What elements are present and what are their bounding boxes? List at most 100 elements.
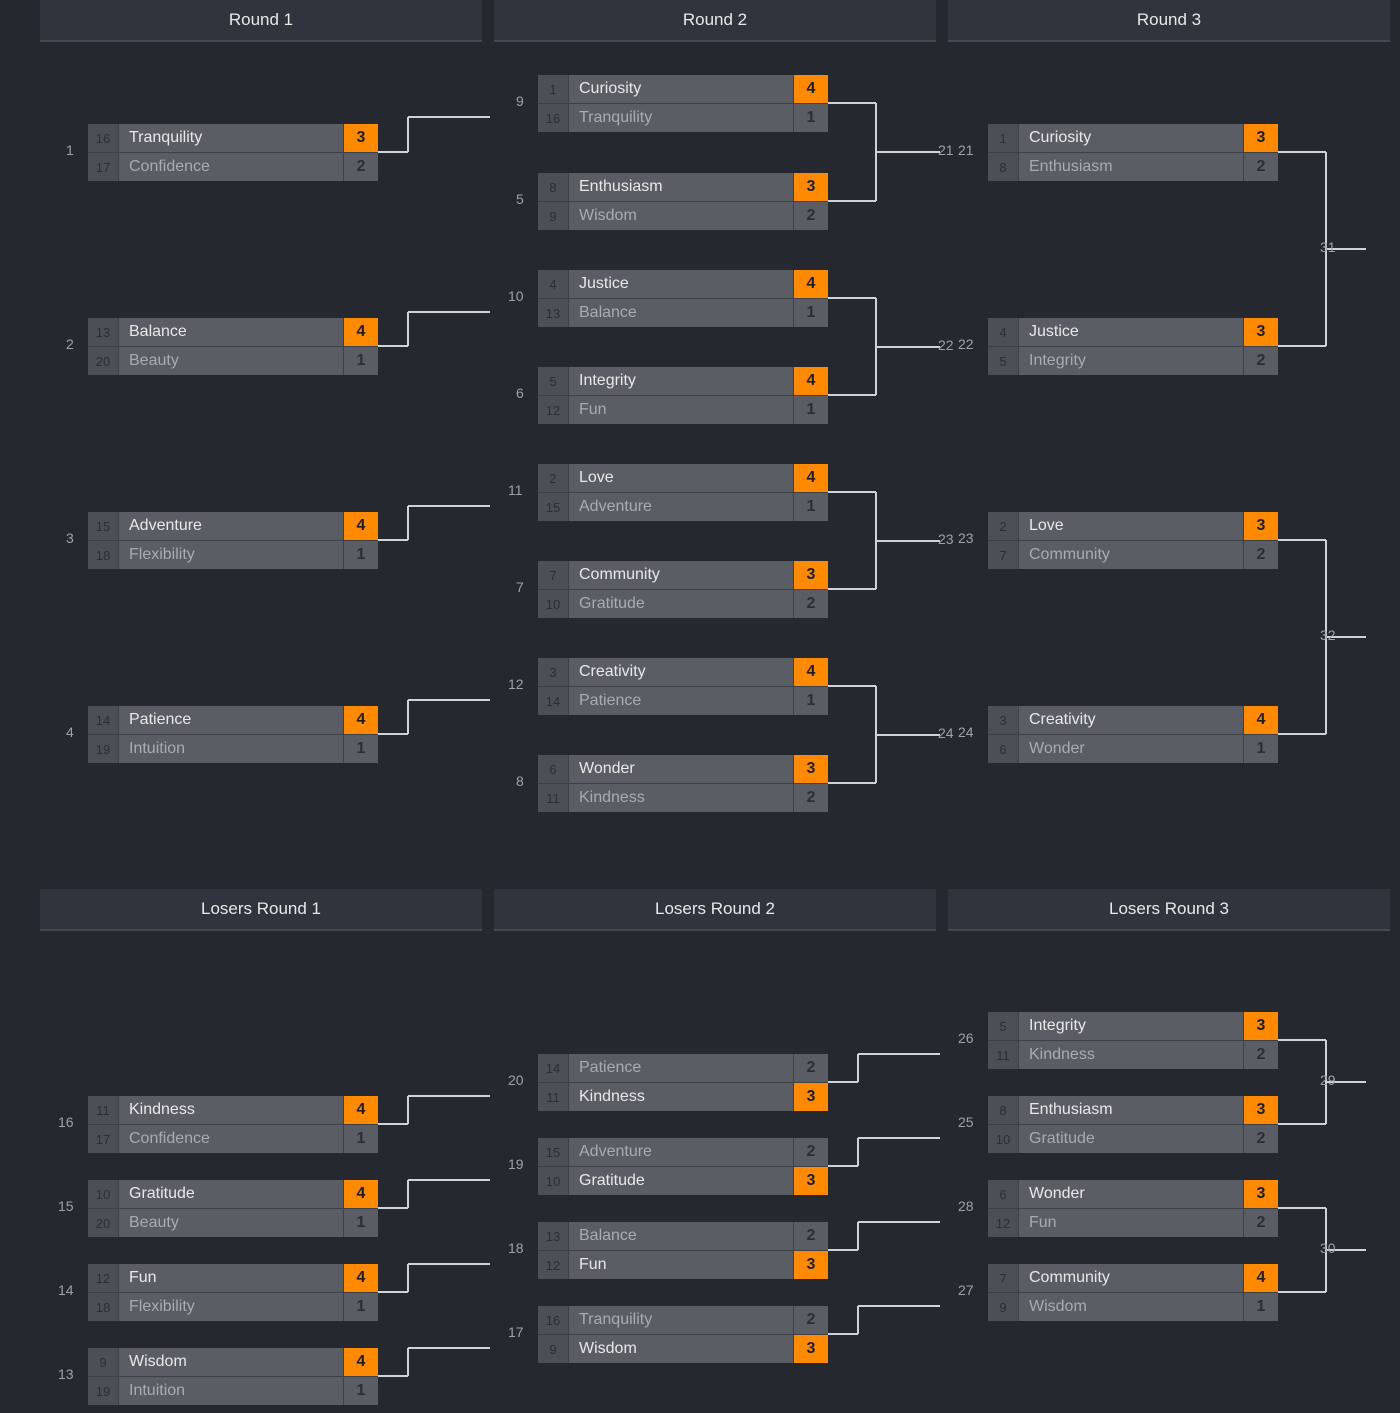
team-name[interactable]: Integrity [568, 367, 793, 395]
team-name[interactable]: Creativity [1018, 706, 1243, 734]
team-name[interactable]: Flexibility [118, 1293, 343, 1321]
match-row: 12Fun3 [538, 1251, 828, 1279]
team-name[interactable]: Enthusiasm [1018, 153, 1243, 181]
team-name[interactable]: Adventure [568, 1138, 793, 1166]
match[interactable]: 10Gratitude420Beauty1 [88, 1180, 378, 1237]
team-name[interactable]: Fun [1018, 1209, 1243, 1237]
match[interactable]: 16Tranquility317Confidence2 [88, 124, 378, 181]
team-name[interactable]: Wonder [568, 755, 793, 783]
score-cell: 2 [1243, 1041, 1278, 1069]
match[interactable]: 4Justice413Balance1 [538, 270, 828, 327]
team-name[interactable]: Enthusiasm [1018, 1096, 1243, 1124]
team-name[interactable]: Integrity [1018, 347, 1243, 375]
team-name[interactable]: Wisdom [118, 1348, 343, 1376]
team-name[interactable]: Enthusiasm [568, 173, 793, 201]
match[interactable]: 16Tranquility29Wisdom3 [538, 1306, 828, 1363]
team-name[interactable]: Fun [568, 1251, 793, 1279]
team-name[interactable]: Curiosity [1018, 124, 1243, 152]
team-name[interactable]: Tranquility [118, 124, 343, 152]
match[interactable]: 7Community310Gratitude2 [538, 561, 828, 618]
match[interactable]: 12Fun418Flexibility1 [88, 1264, 378, 1321]
match[interactable]: 15Adventure418Flexibility1 [88, 512, 378, 569]
team-name[interactable]: Wonder [1018, 735, 1243, 763]
team-name[interactable]: Tranquility [568, 1306, 793, 1334]
team-name[interactable]: Gratitude [1018, 1125, 1243, 1153]
score-cell: 4 [343, 512, 378, 540]
team-name[interactable]: Wonder [1018, 1180, 1243, 1208]
team-name[interactable]: Community [1018, 541, 1243, 569]
match[interactable]: 1Curiosity38Enthusiasm2 [988, 124, 1278, 181]
team-name[interactable]: Confidence [118, 1125, 343, 1153]
team-name[interactable]: Balance [118, 318, 343, 346]
team-name[interactable]: Tranquility [568, 104, 793, 132]
match[interactable]: 5Integrity412Fun1 [538, 367, 828, 424]
team-name[interactable]: Creativity [568, 658, 793, 686]
match[interactable]: 5Integrity311Kindness2 [988, 1012, 1278, 1069]
match-row: 5Integrity2 [988, 347, 1278, 375]
team-name[interactable]: Adventure [118, 512, 343, 540]
team-name[interactable]: Love [1018, 512, 1243, 540]
match[interactable]: 6Wonder312Fun2 [988, 1180, 1278, 1237]
match-row: 16Tranquility2 [538, 1306, 828, 1335]
team-name[interactable]: Gratitude [118, 1180, 343, 1208]
match[interactable]: 15Adventure210Gratitude3 [538, 1138, 828, 1195]
team-name[interactable]: Justice [1018, 318, 1243, 346]
match[interactable]: 11Kindness417Confidence1 [88, 1096, 378, 1153]
round-header: Round 1 [40, 0, 482, 42]
seed-cell: 9 [538, 1335, 568, 1363]
seed-cell: 4 [988, 318, 1018, 346]
match[interactable]: 8Enthusiasm310Gratitude2 [988, 1096, 1278, 1153]
team-name[interactable]: Kindness [568, 784, 793, 812]
match[interactable]: 8Enthusiasm39Wisdom2 [538, 173, 828, 230]
team-name[interactable]: Balance [568, 1222, 793, 1250]
match[interactable]: 13Balance420Beauty1 [88, 318, 378, 375]
team-name[interactable]: Fun [568, 396, 793, 424]
team-name[interactable]: Balance [568, 299, 793, 327]
match[interactable]: 7Community49Wisdom1 [988, 1264, 1278, 1321]
match-row: 13Balance1 [538, 299, 828, 327]
match[interactable]: 3Creativity46Wonder1 [988, 706, 1278, 763]
match-number: 29 [1320, 1072, 1336, 1088]
team-name[interactable]: Intuition [118, 1377, 343, 1405]
team-name[interactable]: Flexibility [118, 541, 343, 569]
team-name[interactable]: Fun [118, 1264, 343, 1292]
match[interactable]: 2Love37Community2 [988, 512, 1278, 569]
match[interactable]: 1Curiosity416Tranquility1 [538, 75, 828, 132]
team-name[interactable]: Kindness [1018, 1041, 1243, 1069]
team-name[interactable]: Gratitude [568, 1167, 793, 1195]
team-name[interactable]: Beauty [118, 1209, 343, 1237]
seed-cell: 17 [88, 1125, 118, 1153]
team-name[interactable]: Love [568, 464, 793, 492]
team-name[interactable]: Confidence [118, 153, 343, 181]
match-row: 18Flexibility1 [88, 541, 378, 569]
team-name[interactable]: Integrity [1018, 1012, 1243, 1040]
match[interactable]: 2Love415Adventure1 [538, 464, 828, 521]
team-name[interactable]: Justice [568, 270, 793, 298]
match[interactable]: 6Wonder311Kindness2 [538, 755, 828, 812]
team-name[interactable]: Patience [568, 1054, 793, 1082]
team-name[interactable]: Kindness [568, 1083, 793, 1111]
team-name[interactable]: Beauty [118, 347, 343, 375]
match[interactable]: 3Creativity414Patience1 [538, 658, 828, 715]
team-name[interactable]: Curiosity [568, 75, 793, 103]
team-name[interactable]: Community [568, 561, 793, 589]
team-name[interactable]: Adventure [568, 493, 793, 521]
match[interactable]: 14Patience419Intuition1 [88, 706, 378, 763]
match[interactable]: 4Justice35Integrity2 [988, 318, 1278, 375]
team-name[interactable]: Kindness [118, 1096, 343, 1124]
team-name[interactable]: Patience [118, 706, 343, 734]
team-name[interactable]: Community [1018, 1264, 1243, 1292]
team-name[interactable]: Wisdom [568, 202, 793, 230]
match[interactable]: 13Balance212Fun3 [538, 1222, 828, 1279]
team-name[interactable]: Patience [568, 687, 793, 715]
match[interactable]: 9Wisdom419Intuition1 [88, 1348, 378, 1405]
match-row: 9Wisdom2 [538, 202, 828, 230]
match[interactable]: 14Patience211Kindness3 [538, 1054, 828, 1111]
team-name[interactable]: Gratitude [568, 590, 793, 618]
team-name[interactable]: Intuition [118, 735, 343, 763]
team-name[interactable]: Wisdom [1018, 1293, 1243, 1321]
round-header-row: Losers Round 1Losers Round 2Losers Round… [40, 889, 1390, 931]
round-header: Round 2 [494, 0, 936, 42]
round-header: Losers Round 2 [494, 889, 936, 931]
team-name[interactable]: Wisdom [568, 1335, 793, 1363]
